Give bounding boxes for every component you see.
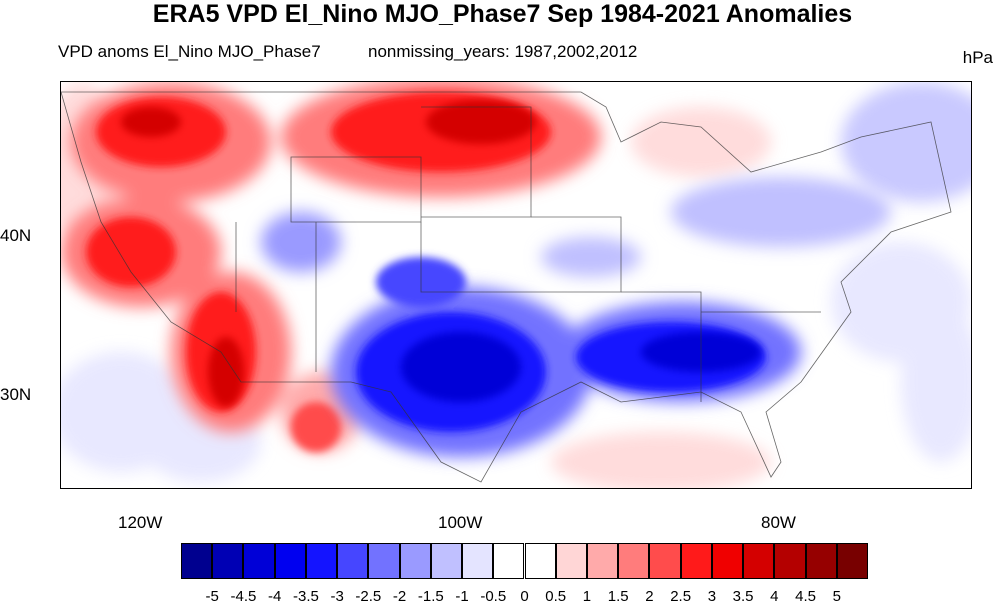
colorbar-label: -3 <box>330 588 344 605</box>
colorbar-swatch <box>836 543 868 579</box>
years-subtitle: nonmissing_years: 1987,2002,2012 <box>368 42 638 61</box>
colorbar-label: 1.5 <box>607 588 629 605</box>
colorbar-swatch <box>274 543 306 579</box>
lon-tick-label: 120W <box>118 513 163 532</box>
colorbar-label: 1 <box>582 588 592 605</box>
colorbar-label: -2.5 <box>355 588 382 605</box>
colorbar-label: 4.5 <box>795 588 816 605</box>
colorbar-swatch <box>181 543 213 579</box>
lat-tick-label: 40N <box>0 226 32 245</box>
colorbar-swatch <box>524 543 556 579</box>
colorbar-swatch <box>680 543 712 579</box>
anomaly-field <box>61 82 971 488</box>
colorbar-swatch <box>555 543 587 579</box>
colorbar-swatch <box>586 543 619 579</box>
colorbar-swatch <box>399 543 431 579</box>
colorbar-label: -1 <box>455 588 469 605</box>
colorbar-label: -4.5 <box>230 588 257 605</box>
colorbar-label: -0.5 <box>480 588 507 605</box>
colorbar-swatch <box>774 543 806 579</box>
colorbar-label: 2 <box>645 588 654 605</box>
chart-title: ERA5 VPD El_Nino MJO_Phase7 Sep 1984-202… <box>152 0 853 28</box>
colorbar-label: -4 <box>268 588 282 605</box>
variable-subtitle: VPD anoms El_Nino MJO_Phase7 <box>58 42 321 61</box>
state-borders <box>61 91 952 483</box>
colorbar-swatch <box>805 543 837 579</box>
colorbar-label: 0.5 <box>545 588 567 605</box>
colorbar-label: 5 <box>832 588 841 605</box>
colorbar-swatch <box>368 543 400 579</box>
colorbar-swatch <box>649 543 681 579</box>
colorbar-label: 3 <box>707 588 717 605</box>
colorbar-swatch <box>493 543 525 579</box>
lon-tick-label: 100W <box>438 513 483 532</box>
colorbar-swatch <box>462 543 494 579</box>
lat-tick-label: 30N <box>0 385 32 404</box>
colorbar-label: 2.5 <box>670 588 692 605</box>
colorbar-label: -5 <box>205 588 219 605</box>
lon-tick-label: 80W <box>761 513 796 532</box>
colorbar-swatch <box>243 543 275 579</box>
colorbar-swatch <box>743 543 775 579</box>
colorbar-label: -2 <box>392 588 407 605</box>
colorbar-swatch <box>305 543 338 579</box>
colorbar-label: 3.5 <box>732 588 754 605</box>
anomaly-map <box>60 81 972 489</box>
colorbar-swatch <box>212 543 244 579</box>
units-label: hPa <box>962 48 993 67</box>
colorbar-label: 0 <box>520 588 529 605</box>
colorbar-label: -1.5 <box>417 588 444 605</box>
colorbar-swatch <box>711 543 744 579</box>
colorbar-swatch <box>430 543 463 579</box>
colorbar-swatch <box>337 543 369 579</box>
colorbar-swatch <box>618 543 650 579</box>
colorbar-label: 4 <box>770 588 779 605</box>
colorbar-label: -3.5 <box>292 588 319 605</box>
